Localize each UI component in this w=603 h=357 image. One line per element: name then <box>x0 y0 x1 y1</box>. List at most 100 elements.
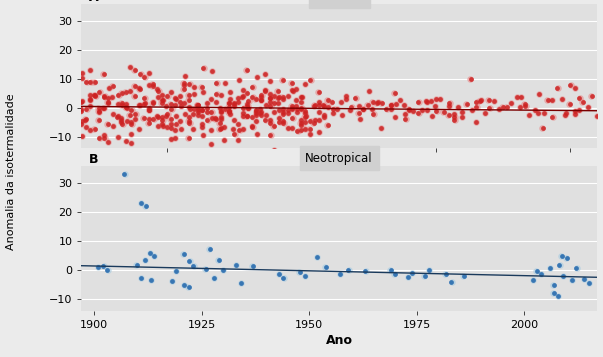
Point <box>296 127 306 132</box>
Point <box>108 123 118 129</box>
Point <box>212 99 221 105</box>
Point <box>206 141 216 147</box>
Point <box>352 95 361 100</box>
Point <box>210 115 220 121</box>
Point <box>93 108 103 114</box>
Point <box>122 138 131 144</box>
Point <box>417 107 427 113</box>
Point <box>390 272 399 277</box>
Point <box>305 126 314 131</box>
Point <box>184 92 194 98</box>
Point <box>117 90 127 96</box>
Point <box>175 118 185 124</box>
Point <box>223 109 233 114</box>
Point <box>90 80 99 85</box>
Point <box>570 111 579 116</box>
Point <box>354 103 364 109</box>
Point <box>140 257 150 263</box>
Point <box>261 88 271 94</box>
Point <box>134 126 144 131</box>
Point <box>184 105 194 110</box>
Point <box>387 107 396 112</box>
Point <box>206 96 215 102</box>
Point <box>166 136 176 142</box>
Point <box>171 96 180 102</box>
Point <box>144 120 153 126</box>
Point <box>431 96 441 102</box>
Point <box>425 267 434 272</box>
Point <box>220 80 230 86</box>
Point <box>75 106 85 112</box>
Point <box>309 120 319 126</box>
Point <box>346 104 356 110</box>
Point <box>269 101 279 106</box>
Point <box>297 94 306 100</box>
Point <box>179 81 189 86</box>
Point <box>287 125 297 131</box>
Point <box>225 100 235 106</box>
Point <box>93 117 103 123</box>
Point <box>216 125 226 131</box>
Point <box>120 172 130 177</box>
Point <box>279 106 288 112</box>
Point <box>193 102 203 107</box>
Point <box>558 273 567 278</box>
Point <box>165 116 174 122</box>
Point <box>242 113 251 119</box>
Point <box>306 118 316 124</box>
Point <box>531 268 541 274</box>
Point <box>77 75 86 80</box>
Point <box>467 107 477 113</box>
Point <box>125 112 134 117</box>
Point <box>180 74 189 79</box>
Point <box>91 93 101 99</box>
Point <box>178 81 188 86</box>
Point <box>421 98 431 104</box>
Point <box>162 111 172 117</box>
Point <box>549 290 558 296</box>
Point <box>140 100 150 106</box>
Point <box>125 112 135 117</box>
Point <box>108 112 118 117</box>
Point <box>425 267 434 272</box>
Point <box>134 86 144 92</box>
Point <box>421 98 431 104</box>
Point <box>132 262 142 267</box>
Point <box>188 111 198 117</box>
Point <box>297 99 306 105</box>
Point <box>156 97 166 103</box>
Point <box>76 109 86 114</box>
Point <box>157 117 167 123</box>
Point <box>422 107 432 112</box>
Point <box>322 122 332 128</box>
Point <box>256 92 266 98</box>
Point <box>116 90 126 96</box>
Point <box>458 109 467 115</box>
Point <box>367 106 377 112</box>
Point <box>293 129 303 134</box>
Point <box>116 115 126 121</box>
Point <box>103 99 112 104</box>
Point <box>296 99 306 105</box>
Point <box>248 263 257 269</box>
Point <box>553 293 563 299</box>
Point <box>242 101 251 107</box>
Point <box>553 293 563 299</box>
Point <box>194 109 203 115</box>
Point <box>144 120 153 126</box>
Point <box>256 110 266 115</box>
Point <box>578 100 588 105</box>
Point <box>260 87 270 93</box>
Point <box>162 93 172 99</box>
Point <box>413 110 423 116</box>
Point <box>216 116 226 122</box>
Point <box>301 81 311 87</box>
Point <box>294 269 304 275</box>
Point <box>292 109 302 115</box>
Point <box>475 98 484 104</box>
Point <box>125 64 135 70</box>
Point <box>207 68 216 74</box>
Point <box>373 99 382 105</box>
Point <box>212 91 222 97</box>
Point <box>116 117 126 123</box>
